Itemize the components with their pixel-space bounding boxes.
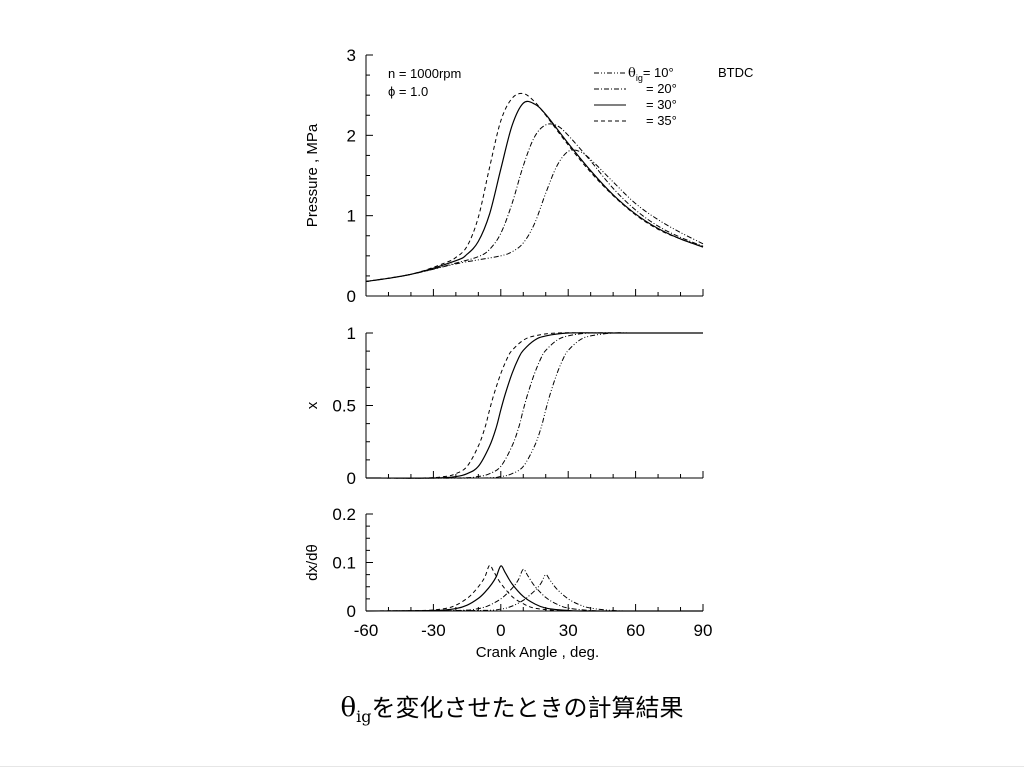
y-axis-label: x <box>304 401 321 409</box>
series-line-ig-20 <box>365 332 703 479</box>
series-line-ig-35 <box>365 92 704 283</box>
y-tick-label: 0.5 <box>332 397 356 416</box>
x-tick-label: 60 <box>626 621 645 640</box>
x-tick-label: 90 <box>694 621 713 640</box>
caption-text: を変化させたときの計算結果 <box>371 694 684 722</box>
y-tick-label: 1 <box>347 324 356 343</box>
footer-divider <box>0 766 1024 767</box>
series-line-ig-30 <box>365 565 704 612</box>
legend-label-30: = 30° <box>646 97 677 112</box>
chart-legend: θig= 10° BTDC = 20° = 30° = 35° <box>594 65 753 128</box>
conditions-annotation: n = 1000rpm ϕ = 1.0 <box>388 66 461 99</box>
condition-speed: n = 1000rpm <box>388 66 461 81</box>
y-tick-label: 0.2 <box>332 505 356 524</box>
legend-label-20: = 20° <box>646 81 677 96</box>
x-tick-label: -60 <box>354 621 379 640</box>
series-line-ig-35 <box>365 564 704 612</box>
caption-subscript: ig <box>356 706 372 726</box>
condition-equivalence-ratio: ϕ = 1.0 <box>388 84 428 99</box>
series-line-ig-20 <box>365 123 704 283</box>
y-tick-label: 1 <box>347 207 356 226</box>
x-tick-label: 0 <box>496 621 505 640</box>
y-tick-label: 0 <box>347 469 356 488</box>
legend-label-10: = 10° <box>643 65 674 80</box>
y-axis-label: Pressure , MPa <box>304 123 321 227</box>
slide-caption: θigを変化させたときの計算結果 <box>0 688 1024 726</box>
legend-label-35: = 35° <box>646 113 677 128</box>
x-tick-label: 30 <box>559 621 578 640</box>
x-axis-label: Crank Angle , deg. <box>476 644 599 661</box>
chart-panel-1: 0 0.5 1 x <box>304 324 704 488</box>
plots-group: 0 1 2 3 Pressure , MPa 0 0.5 1 x 0 0.1 0.2 dx/dθ -60 -… <box>304 46 712 661</box>
caption-theta-symbol: θ <box>340 693 357 723</box>
y-axis-label: dx/dθ <box>304 544 321 581</box>
series-line-ig-10 <box>365 149 704 283</box>
series-line-ig-10 <box>365 332 703 479</box>
series-line-ig-30 <box>365 100 704 283</box>
engine-combustion-figure: 0 1 2 3 Pressure , MPa 0 0.5 1 x 0 0.1 0.2 dx/dθ -60 -… <box>304 46 753 661</box>
series-line-ig-30 <box>365 332 703 479</box>
series-line-ig-35 <box>365 332 703 479</box>
y-tick-label: 0 <box>347 602 356 621</box>
y-tick-label: 0 <box>347 287 356 306</box>
chart-panel-2: 0 0.1 0.2 dx/dθ -60 -30 0 30 60 90 Crank Angle , d… <box>304 505 712 661</box>
series-line-ig-20 <box>365 568 704 612</box>
series-line-ig-10 <box>365 574 704 612</box>
x-tick-label: -30 <box>421 621 446 640</box>
chart-panel-0: 0 1 2 3 Pressure , MPa <box>304 46 704 306</box>
y-tick-label: 3 <box>347 46 356 65</box>
y-tick-label: 2 <box>347 126 356 145</box>
legend-btdc: BTDC <box>718 65 753 80</box>
legend-header: θig= 10° <box>628 65 674 83</box>
y-tick-label: 0.1 <box>332 554 356 573</box>
